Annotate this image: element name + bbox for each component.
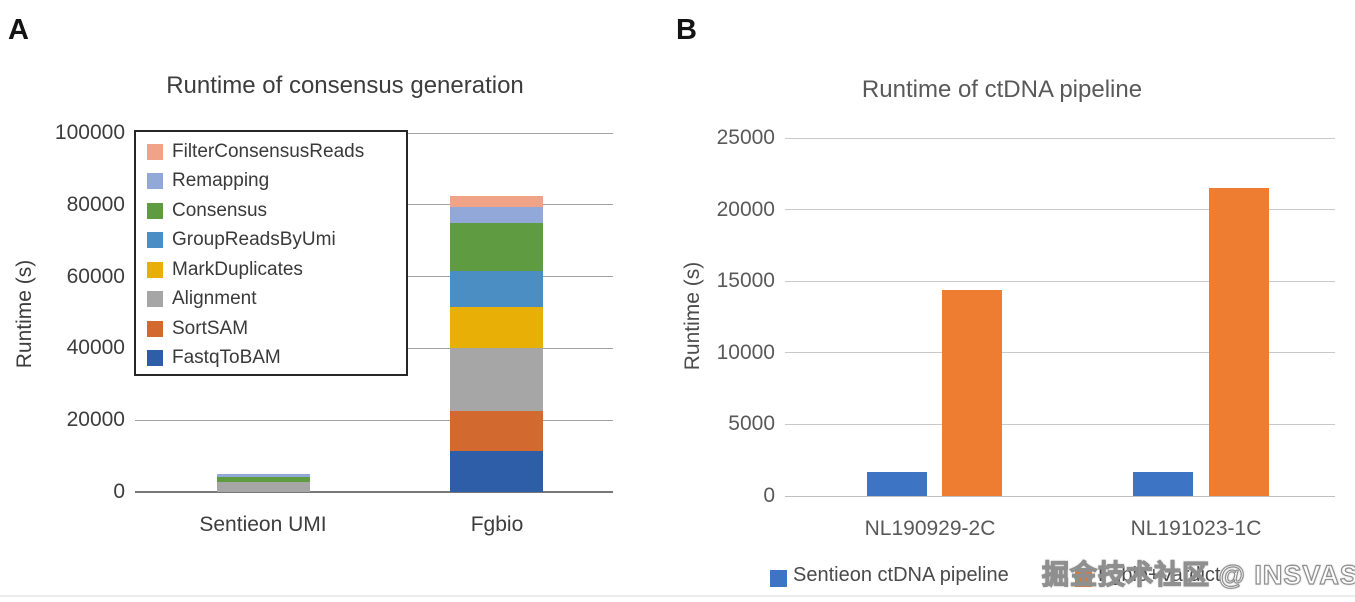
chart-b-title: Runtime of ctDNA pipeline <box>861 76 1143 103</box>
legend-swatch-sentieon-ctdna <box>770 570 787 587</box>
legend-item-markduplicates: MarkDuplicates <box>136 255 406 285</box>
bar-segment-sortsam <box>450 411 543 451</box>
gridline <box>785 209 1335 211</box>
chart-a-title: Runtime of consensus generation <box>166 72 524 99</box>
x-category-label: NL191023-1C <box>1130 517 1262 540</box>
x-category-label: Fgbio <box>470 513 524 536</box>
watermark: 掘金技术社区 @ INSVAST <box>1041 559 1355 590</box>
bar-segment-alignment <box>217 481 310 492</box>
legend-item-remapping: Remapping <box>136 167 406 197</box>
y-tick-label: 0 <box>763 484 775 507</box>
y-tick-label: 40000 <box>66 336 125 360</box>
bar-segment-fastqtobam <box>450 450 543 492</box>
chart-a-y-axis-label: Runtime (s) <box>13 259 36 369</box>
legend-item-filterconsensusreads: FilterConsensusReads <box>136 137 406 167</box>
legend-swatch <box>147 173 163 190</box>
y-tick-label: 25000 <box>716 126 775 149</box>
bar-fgbio-vardict <box>942 289 1002 496</box>
legend-swatch-fgbio-vardict <box>1075 570 1092 587</box>
legend-item-consensus: Consensus <box>136 196 406 226</box>
x-category-label: Sentieon UMI <box>199 513 327 536</box>
bar-segment-remapping <box>450 206 543 223</box>
bar-sentieon-ctdna-pipeline <box>867 471 927 496</box>
legend-swatch <box>147 320 163 337</box>
gridline <box>785 495 1335 497</box>
gridline <box>785 137 1335 139</box>
legend-label: FilterConsensusReads <box>172 140 365 162</box>
gridline <box>135 491 613 493</box>
legend-label: Consensus <box>172 199 268 221</box>
legend-swatch <box>147 261 163 278</box>
legend-label: Alignment <box>172 288 257 310</box>
bar-segment-remapping <box>217 474 310 477</box>
gridline <box>785 423 1335 425</box>
legend-label: FastqToBAM <box>172 347 281 369</box>
y-tick-label: 10000 <box>716 340 775 364</box>
legend-item-groupreadsbyumi: GroupReadsByUmi <box>136 226 406 256</box>
y-tick-label: 20000 <box>66 408 125 432</box>
bar-segment-groupreadsbyumi <box>450 271 543 308</box>
legend-swatch <box>147 143 163 160</box>
legend-label: SortSAM <box>172 317 249 339</box>
y-tick-label: 0 <box>113 480 125 503</box>
legend-label-fgbio-vardict: Fgbio+Vardict <box>1098 564 1221 586</box>
panel-a-label: A <box>8 14 29 46</box>
y-tick-label: 80000 <box>66 192 125 216</box>
legend-label-sentieon-ctdna: Sentieon ctDNA pipeline <box>793 564 1009 586</box>
chart-a-legend: FilterConsensusReads Remapping Consensus Gr… <box>134 130 408 376</box>
legend-label: MarkDuplicates <box>172 258 303 280</box>
legend-swatch <box>147 291 163 308</box>
legend-item-sortsam: SortSAM <box>136 314 406 344</box>
y-tick-label: 5000 <box>728 412 775 436</box>
legend-item-fastqtobam: FastqToBAM <box>136 344 406 374</box>
chart-b-y-axis-label: Runtime (s) <box>681 261 704 371</box>
x-category-label: NL190929-2C <box>864 517 996 540</box>
legend-label: Remapping <box>172 170 270 192</box>
bar-segment-consensus <box>217 476 310 482</box>
bar-segment-alignment <box>450 348 543 412</box>
bar-segment-markduplicates <box>450 307 543 349</box>
bar-segment-filterconsensusreads <box>450 195 543 207</box>
legend-label: GroupReadsByUmi <box>172 229 336 251</box>
gridline <box>785 280 1335 282</box>
gridline <box>785 352 1335 354</box>
bottom-divider <box>0 595 1355 597</box>
legend-swatch <box>147 232 163 249</box>
legend-item-alignment: Alignment <box>136 285 406 315</box>
gridline <box>135 419 613 421</box>
y-tick-label: 15000 <box>716 269 775 293</box>
bar-sentieon-ctdna-pipeline <box>1133 471 1193 496</box>
y-tick-label: 60000 <box>66 264 125 288</box>
panel-b-label: B <box>676 14 697 46</box>
bar-fgbio-vardict <box>1209 188 1269 496</box>
y-tick-label: 100000 <box>54 121 125 144</box>
bar-segment-consensus <box>450 222 543 272</box>
y-tick-label: 20000 <box>716 197 775 221</box>
legend-swatch <box>147 202 163 219</box>
legend-swatch <box>147 350 163 367</box>
